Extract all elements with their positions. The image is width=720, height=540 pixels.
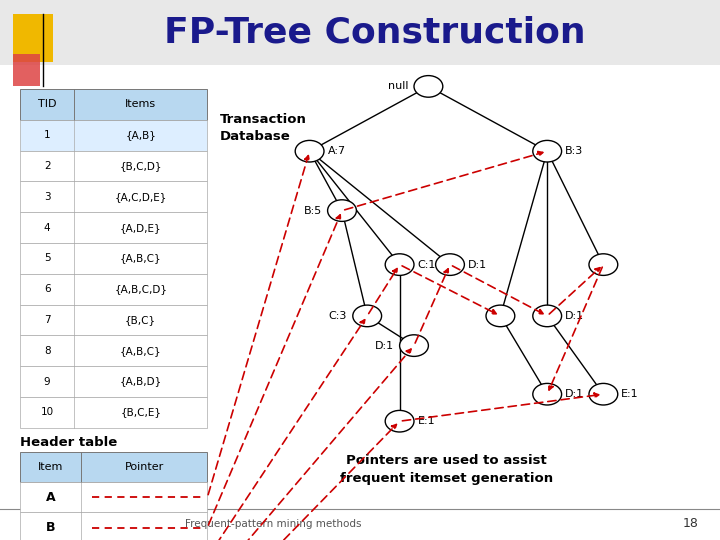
Text: D:1: D:1 xyxy=(468,260,487,269)
Text: 6: 6 xyxy=(44,284,50,294)
Circle shape xyxy=(385,410,414,432)
FancyBboxPatch shape xyxy=(0,0,720,65)
Text: B:3: B:3 xyxy=(565,146,583,156)
Text: {B,C,D}: {B,C,D} xyxy=(120,161,162,171)
FancyBboxPatch shape xyxy=(20,512,207,540)
Text: Item: Item xyxy=(38,462,63,472)
Text: {A,B,D}: {A,B,D} xyxy=(120,376,162,387)
Text: B: B xyxy=(46,521,55,534)
Text: Pointer: Pointer xyxy=(125,462,164,472)
Text: {A,D,E}: {A,D,E} xyxy=(120,222,161,233)
Text: 1: 1 xyxy=(44,130,50,140)
Text: {A,B,C}: {A,B,C} xyxy=(120,253,161,264)
Circle shape xyxy=(295,140,324,162)
Text: Pointers are used to assist
frequent itemset generation: Pointers are used to assist frequent ite… xyxy=(340,454,553,485)
FancyBboxPatch shape xyxy=(20,366,207,397)
Circle shape xyxy=(589,254,618,275)
Text: 18: 18 xyxy=(683,517,698,530)
Circle shape xyxy=(533,383,562,405)
Text: {B,C}: {B,C} xyxy=(125,315,156,325)
Text: 4: 4 xyxy=(44,222,50,233)
Text: FP-Tree Construction: FP-Tree Construction xyxy=(163,16,585,49)
Circle shape xyxy=(328,200,356,221)
Text: TID: TID xyxy=(38,99,56,110)
Text: {B,C,E}: {B,C,E} xyxy=(120,407,161,417)
Text: D:1: D:1 xyxy=(565,311,585,321)
FancyBboxPatch shape xyxy=(13,54,40,86)
Text: {A,B}: {A,B} xyxy=(125,130,156,140)
FancyBboxPatch shape xyxy=(20,397,207,428)
Text: A: A xyxy=(46,491,55,504)
Circle shape xyxy=(533,305,562,327)
Text: C:1: C:1 xyxy=(418,260,436,269)
Text: Header table: Header table xyxy=(20,436,117,449)
FancyBboxPatch shape xyxy=(20,89,207,120)
FancyBboxPatch shape xyxy=(20,120,207,151)
Text: A:7: A:7 xyxy=(328,146,346,156)
Circle shape xyxy=(385,254,414,275)
Text: Frequent-pattern mining methods: Frequent-pattern mining methods xyxy=(185,519,362,529)
Text: 9: 9 xyxy=(44,376,50,387)
Text: {A,B,C}: {A,B,C} xyxy=(120,346,161,356)
Text: D:1: D:1 xyxy=(565,389,585,399)
Circle shape xyxy=(589,383,618,405)
Text: E:1: E:1 xyxy=(418,416,435,426)
Text: 5: 5 xyxy=(44,253,50,264)
Text: B:5: B:5 xyxy=(304,206,322,215)
FancyBboxPatch shape xyxy=(20,274,207,305)
Text: 8: 8 xyxy=(44,346,50,356)
Circle shape xyxy=(400,335,428,356)
Text: 2: 2 xyxy=(44,161,50,171)
Text: {A,C,D,E}: {A,C,D,E} xyxy=(114,192,167,202)
FancyBboxPatch shape xyxy=(20,305,207,335)
Text: C:3: C:3 xyxy=(328,311,347,321)
Text: {A,B,C,D}: {A,B,C,D} xyxy=(114,284,167,294)
Text: 10: 10 xyxy=(40,407,54,417)
FancyBboxPatch shape xyxy=(20,151,207,181)
Circle shape xyxy=(353,305,382,327)
Circle shape xyxy=(486,305,515,327)
FancyBboxPatch shape xyxy=(20,243,207,274)
FancyBboxPatch shape xyxy=(13,14,53,62)
FancyBboxPatch shape xyxy=(20,452,207,482)
Circle shape xyxy=(533,140,562,162)
Text: Transaction
Database: Transaction Database xyxy=(220,113,307,144)
Circle shape xyxy=(414,76,443,97)
Text: null: null xyxy=(388,82,408,91)
Text: E:1: E:1 xyxy=(621,389,639,399)
Text: 3: 3 xyxy=(44,192,50,202)
Text: D:1: D:1 xyxy=(374,341,394,350)
FancyBboxPatch shape xyxy=(20,482,207,512)
Text: 7: 7 xyxy=(44,315,50,325)
FancyBboxPatch shape xyxy=(20,212,207,243)
Circle shape xyxy=(436,254,464,275)
Text: Items: Items xyxy=(125,99,156,110)
FancyBboxPatch shape xyxy=(20,181,207,212)
FancyBboxPatch shape xyxy=(20,335,207,366)
